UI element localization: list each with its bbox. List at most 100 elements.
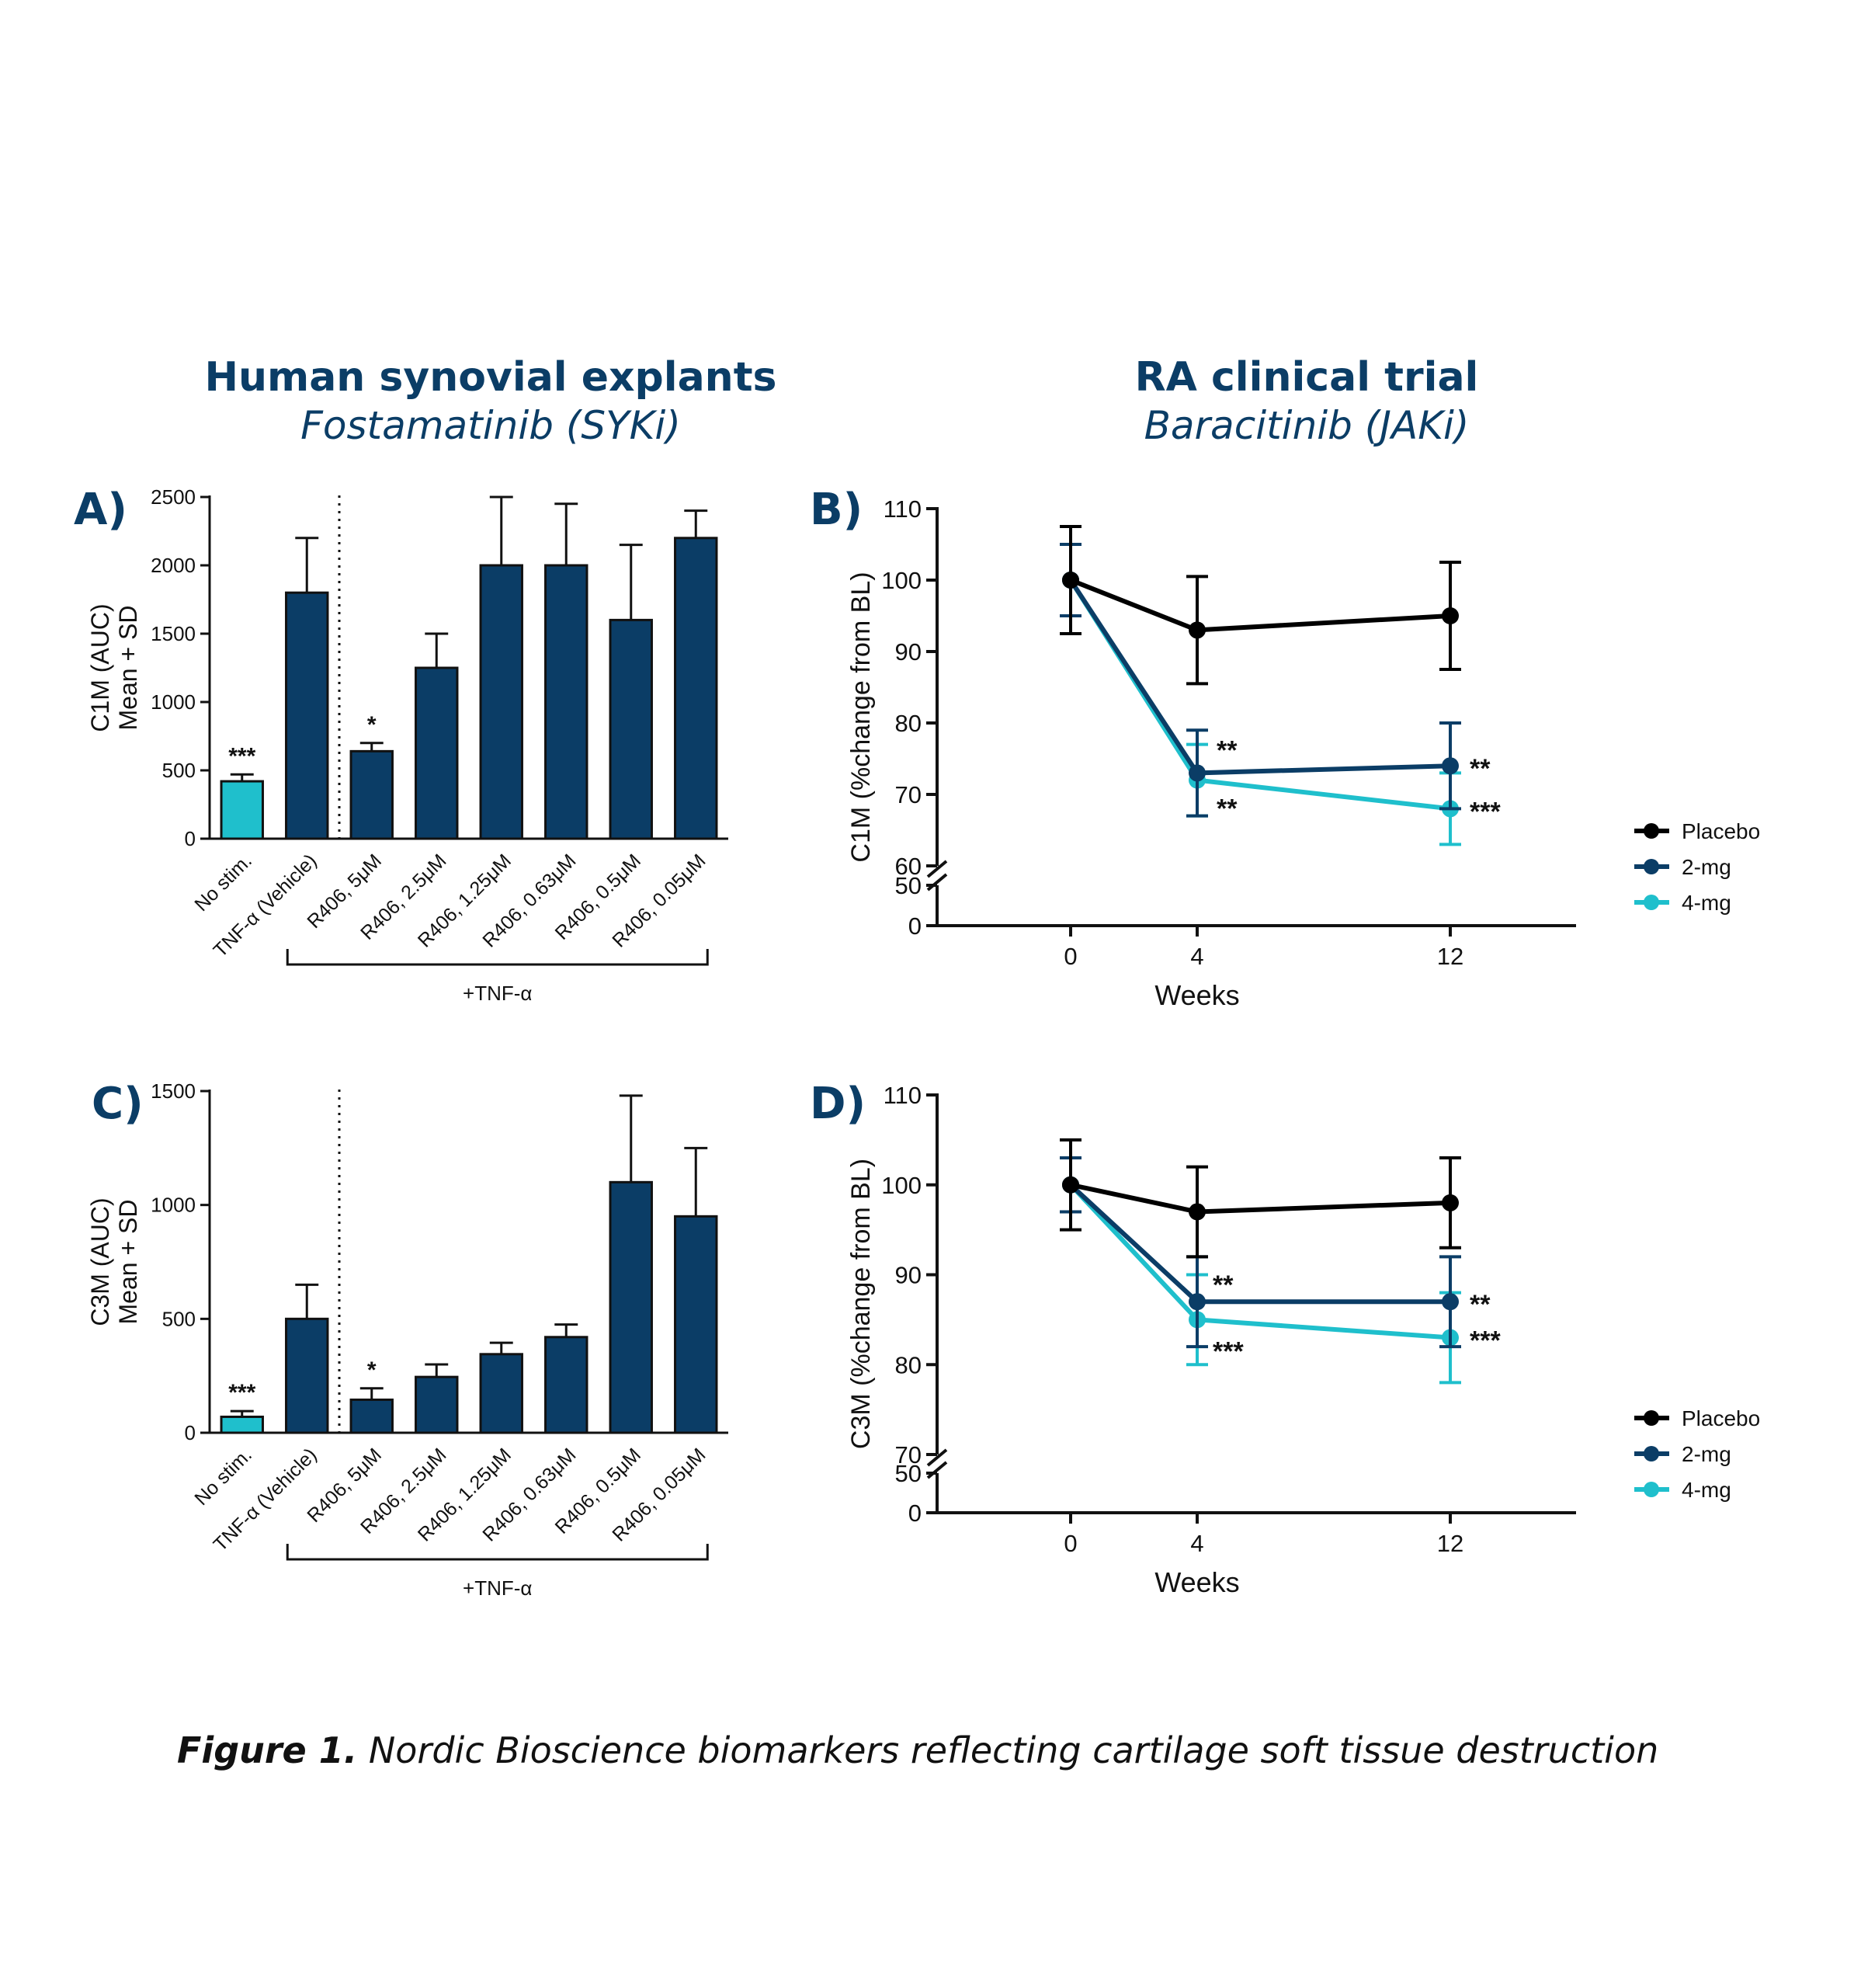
bar bbox=[544, 564, 588, 840]
y-tick-label: 500 bbox=[162, 1307, 196, 1330]
data-point bbox=[1189, 764, 1206, 782]
axis-break-mark bbox=[926, 860, 948, 878]
y-tick-label: 1500 bbox=[151, 622, 196, 645]
legend-label: 2-mg bbox=[1682, 1442, 1731, 1466]
group-bracket bbox=[286, 1544, 709, 1561]
x-tick-label: 12 bbox=[1437, 1530, 1463, 1557]
bar bbox=[674, 537, 718, 840]
series-line bbox=[1068, 579, 1451, 812]
bar bbox=[674, 1215, 718, 1434]
x-tick-label: 0 bbox=[1064, 1530, 1077, 1557]
significance-label: *** bbox=[1470, 797, 1501, 826]
significance-label: * bbox=[367, 712, 377, 738]
y-tick-label: 70 bbox=[895, 781, 922, 808]
legend-marker bbox=[1644, 895, 1659, 910]
panel-a-bar-chart: A) 0 500 1000 1500 2000 2500 C1M (AUC) Mean + SD… bbox=[74, 485, 728, 1005]
legend-label: 4-mg bbox=[1682, 891, 1731, 915]
caption-bold: Figure 1. bbox=[177, 1729, 357, 1771]
bar bbox=[544, 1336, 588, 1434]
bar bbox=[285, 1317, 329, 1434]
bar bbox=[220, 780, 264, 840]
bar bbox=[349, 749, 394, 840]
data-point bbox=[1189, 1203, 1206, 1221]
y-tick-label: 0 bbox=[908, 1500, 922, 1527]
data-point bbox=[1442, 607, 1459, 624]
bar bbox=[415, 666, 459, 840]
legend-label: Placebo bbox=[1682, 819, 1760, 843]
y-tick-label: 80 bbox=[895, 710, 922, 737]
panel-b-line-chart: B) 60 70 80 90 100 110 0 50 0 4 12 Weeks C1M (%change… bbox=[810, 485, 1760, 1011]
y-axis-label-line2: Mean + SD bbox=[114, 1200, 142, 1325]
y-tick-label: 2500 bbox=[151, 485, 196, 509]
y-tick-label: 0 bbox=[185, 1421, 196, 1444]
y-tick-label: 50 bbox=[895, 1460, 922, 1487]
axis-break-mark bbox=[926, 1461, 948, 1479]
y-tick-label: 110 bbox=[884, 1082, 922, 1109]
legend-marker bbox=[1644, 859, 1659, 874]
legend-label: 2-mg bbox=[1682, 855, 1731, 879]
x-axis-label: Weeks bbox=[1154, 1566, 1239, 1598]
significance-label: * bbox=[367, 1357, 377, 1383]
axis-break-mark bbox=[926, 873, 948, 891]
x-tick-label: 12 bbox=[1437, 943, 1463, 970]
bar bbox=[609, 1180, 653, 1434]
x-tick-label: 0 bbox=[1064, 943, 1077, 970]
bar bbox=[349, 1398, 394, 1434]
bar bbox=[415, 1375, 459, 1434]
significance-label: *** bbox=[228, 743, 255, 769]
y-axis-label: C3M (%change from BL) bbox=[846, 1159, 876, 1449]
bar bbox=[285, 591, 329, 840]
data-point bbox=[1062, 572, 1079, 589]
y-tick-label: 100 bbox=[881, 1172, 922, 1199]
figure-caption: Figure 1. Nordic Bioscience biomarkers r… bbox=[177, 1729, 1658, 1771]
x-tick-label: No stim. bbox=[190, 1444, 256, 1510]
significance-label: ** bbox=[1217, 735, 1238, 765]
legend-marker bbox=[1644, 1410, 1659, 1426]
panel-c-bar-chart: C) 0 500 1000 1500 C3M (AUC) Mean + SD *** No st… bbox=[86, 1079, 728, 1600]
bar bbox=[609, 618, 653, 840]
bar bbox=[479, 1353, 523, 1434]
y-tick-label: 50 bbox=[895, 872, 922, 899]
panel-letter: A) bbox=[74, 485, 127, 535]
significance-label: *** bbox=[1470, 1326, 1501, 1356]
x-axis-label: Weeks bbox=[1154, 979, 1239, 1011]
significance-label: ** bbox=[1217, 794, 1238, 824]
significance-label: *** bbox=[228, 1380, 255, 1406]
data-point bbox=[1062, 1176, 1079, 1194]
right-header-subtitle: Baracitinib (JAKi) bbox=[1144, 403, 1470, 448]
series-line bbox=[1070, 1182, 1451, 1215]
y-tick-label: 100 bbox=[881, 567, 922, 594]
group-label: +TNF-α bbox=[463, 982, 532, 1005]
legend-marker bbox=[1644, 823, 1659, 839]
panel-letter: B) bbox=[810, 485, 863, 535]
y-tick-label: 2000 bbox=[151, 554, 196, 577]
y-axis-label-line1: C3M (AUC) bbox=[86, 1197, 114, 1326]
y-tick-label: 90 bbox=[895, 1262, 922, 1289]
y-axis-label: C1M (%change from BL) bbox=[846, 572, 876, 862]
panel-letter: D) bbox=[810, 1079, 866, 1129]
data-point bbox=[1442, 1293, 1459, 1311]
data-point bbox=[1189, 1293, 1206, 1311]
x-tick-label: No stim. bbox=[190, 850, 256, 916]
legend-label: 4-mg bbox=[1682, 1478, 1731, 1502]
bar bbox=[220, 1415, 264, 1434]
y-tick-label: 60 bbox=[895, 853, 922, 880]
y-tick-label: 90 bbox=[895, 638, 922, 666]
y-tick-label: 1500 bbox=[151, 1079, 196, 1103]
panel-d-line-chart: D) 70 80 90 100 110 0 50 0 4 12 Weeks C3M (%change f… bbox=[810, 1079, 1760, 1598]
legend-marker bbox=[1644, 1482, 1659, 1497]
y-tick-label: 1000 bbox=[151, 1194, 196, 1217]
caption-text: Nordic Bioscience biomarkers reflecting … bbox=[357, 1729, 1658, 1771]
left-header-subtitle: Fostamatinib (SYKi) bbox=[300, 403, 681, 448]
y-axis-label-line2: Mean + SD bbox=[114, 606, 142, 731]
x-tick-label: 4 bbox=[1190, 943, 1203, 970]
y-tick-label: 1000 bbox=[151, 690, 196, 714]
significance-label: ** bbox=[1470, 1290, 1491, 1319]
legend-marker bbox=[1644, 1446, 1659, 1461]
axis-break-mark bbox=[926, 1448, 948, 1467]
y-tick-label: 110 bbox=[884, 495, 922, 523]
data-point bbox=[1189, 621, 1206, 639]
y-tick-label: 70 bbox=[895, 1441, 922, 1468]
y-tick-label: 80 bbox=[895, 1351, 922, 1378]
